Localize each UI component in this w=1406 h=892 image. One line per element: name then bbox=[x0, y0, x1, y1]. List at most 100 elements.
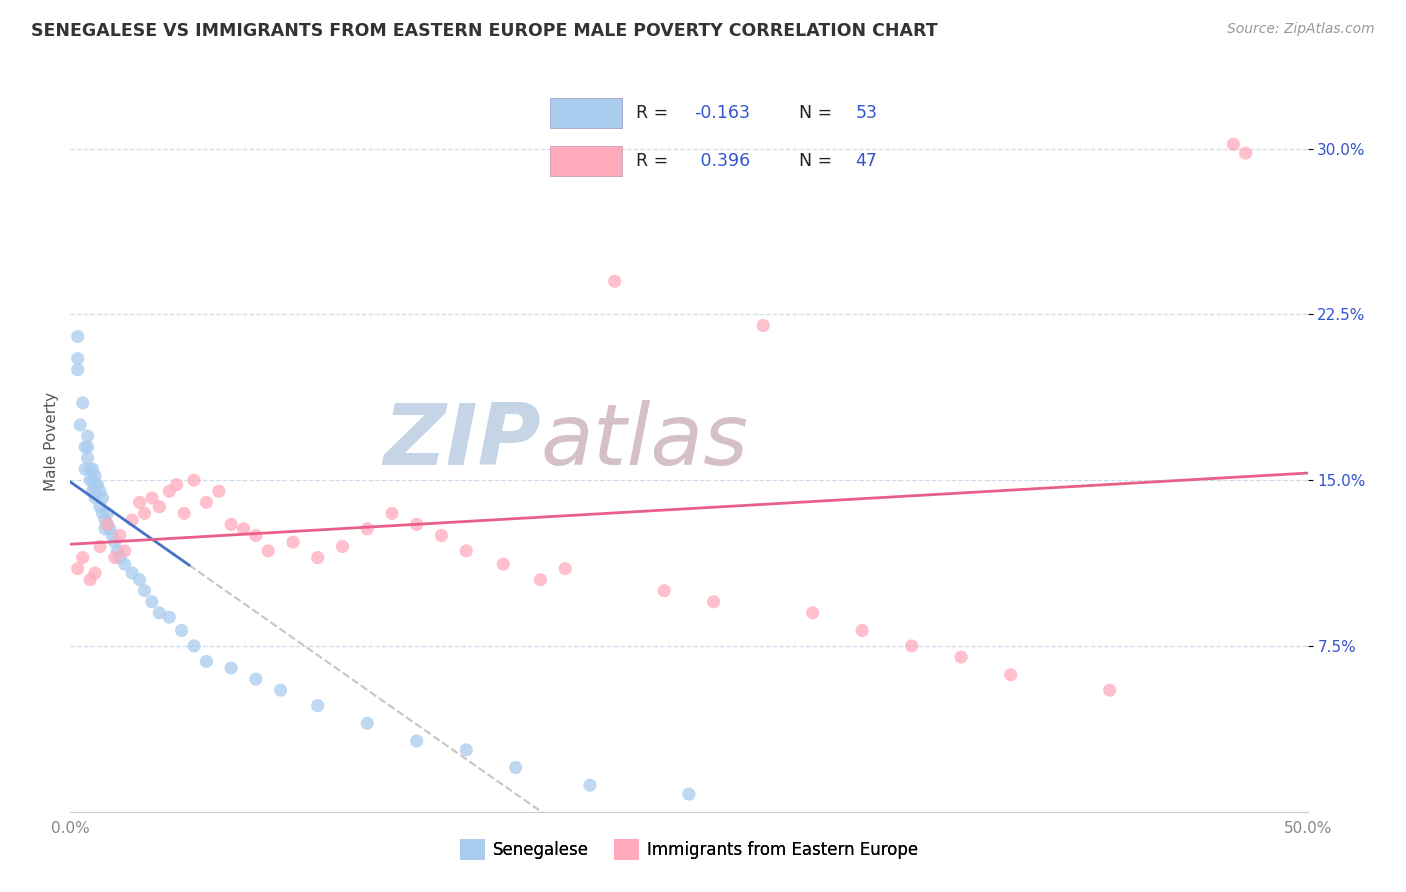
Text: ZIP: ZIP bbox=[382, 400, 540, 483]
Point bbox=[307, 698, 329, 713]
Point bbox=[148, 606, 170, 620]
Point bbox=[114, 558, 136, 572]
Point bbox=[219, 661, 242, 675]
Point bbox=[356, 522, 378, 536]
Point bbox=[82, 484, 104, 499]
Point bbox=[703, 595, 725, 609]
Text: Source: ZipAtlas.com: Source: ZipAtlas.com bbox=[1227, 22, 1375, 37]
Point bbox=[79, 462, 101, 476]
Point bbox=[1222, 137, 1244, 152]
Point bbox=[801, 606, 824, 620]
Point bbox=[89, 500, 111, 514]
Point bbox=[281, 535, 304, 549]
Point bbox=[1234, 146, 1257, 161]
Point bbox=[381, 507, 404, 521]
Point bbox=[529, 573, 551, 587]
Point bbox=[104, 535, 127, 549]
Point bbox=[94, 522, 117, 536]
Point bbox=[245, 672, 267, 686]
Point bbox=[430, 528, 453, 542]
Point bbox=[121, 566, 143, 580]
Point bbox=[950, 650, 973, 665]
Text: SENEGALESE VS IMMIGRANTS FROM EASTERN EUROPE MALE POVERTY CORRELATION CHART: SENEGALESE VS IMMIGRANTS FROM EASTERN EU… bbox=[31, 22, 938, 40]
Point bbox=[128, 495, 150, 509]
Point bbox=[84, 491, 107, 505]
Legend: Senegalese, Immigrants from Eastern Europe: Senegalese, Immigrants from Eastern Euro… bbox=[453, 832, 925, 866]
Point bbox=[66, 362, 89, 376]
Point bbox=[405, 517, 427, 532]
Point bbox=[104, 550, 127, 565]
Point bbox=[1098, 683, 1121, 698]
Point bbox=[108, 528, 131, 542]
Point bbox=[76, 451, 98, 466]
Point bbox=[208, 484, 231, 499]
Point bbox=[170, 624, 193, 638]
Point bbox=[82, 462, 104, 476]
Point bbox=[79, 573, 101, 587]
Point bbox=[75, 462, 97, 476]
Point bbox=[66, 351, 89, 366]
Point bbox=[166, 477, 188, 491]
Point bbox=[114, 544, 136, 558]
Point bbox=[76, 429, 98, 443]
Point bbox=[1000, 667, 1022, 681]
Point bbox=[84, 477, 107, 491]
Point bbox=[105, 544, 128, 558]
Point bbox=[72, 550, 94, 565]
Point bbox=[69, 417, 91, 432]
Point bbox=[108, 550, 131, 565]
Point bbox=[98, 522, 121, 536]
Point bbox=[183, 639, 205, 653]
Point bbox=[82, 473, 104, 487]
Point bbox=[94, 513, 117, 527]
Point bbox=[456, 544, 478, 558]
Point bbox=[245, 528, 267, 542]
Point bbox=[141, 595, 163, 609]
Point bbox=[141, 491, 163, 505]
Text: atlas: atlas bbox=[540, 400, 748, 483]
Point bbox=[96, 517, 118, 532]
Point bbox=[128, 573, 150, 587]
Point bbox=[96, 507, 118, 521]
Point bbox=[652, 583, 675, 598]
Point bbox=[505, 760, 527, 774]
Point bbox=[678, 787, 700, 801]
Point bbox=[219, 517, 242, 532]
Point bbox=[121, 513, 143, 527]
Point bbox=[89, 484, 111, 499]
Point bbox=[405, 734, 427, 748]
Point bbox=[257, 544, 280, 558]
Point bbox=[554, 561, 576, 575]
Point bbox=[456, 743, 478, 757]
Point bbox=[148, 500, 170, 514]
Point bbox=[851, 624, 873, 638]
Point bbox=[603, 274, 626, 288]
Point bbox=[752, 318, 775, 333]
Point bbox=[157, 610, 180, 624]
Point bbox=[91, 507, 114, 521]
Point bbox=[579, 778, 602, 792]
Point bbox=[89, 540, 111, 554]
Point bbox=[183, 473, 205, 487]
Point bbox=[157, 484, 180, 499]
Point bbox=[96, 517, 118, 532]
Point bbox=[134, 583, 156, 598]
Point bbox=[307, 550, 329, 565]
Point bbox=[76, 440, 98, 454]
Point bbox=[84, 484, 107, 499]
Point bbox=[75, 440, 97, 454]
Point bbox=[84, 566, 107, 580]
Point bbox=[66, 561, 89, 575]
Point bbox=[332, 540, 354, 554]
Point bbox=[101, 528, 124, 542]
Point bbox=[134, 507, 156, 521]
Point bbox=[86, 477, 108, 491]
Point bbox=[72, 396, 94, 410]
Point bbox=[195, 655, 218, 669]
Y-axis label: Male Poverty: Male Poverty bbox=[44, 392, 59, 491]
Point bbox=[84, 468, 107, 483]
Point bbox=[232, 522, 254, 536]
Point bbox=[91, 491, 114, 505]
Point bbox=[900, 639, 922, 653]
Point bbox=[79, 473, 101, 487]
